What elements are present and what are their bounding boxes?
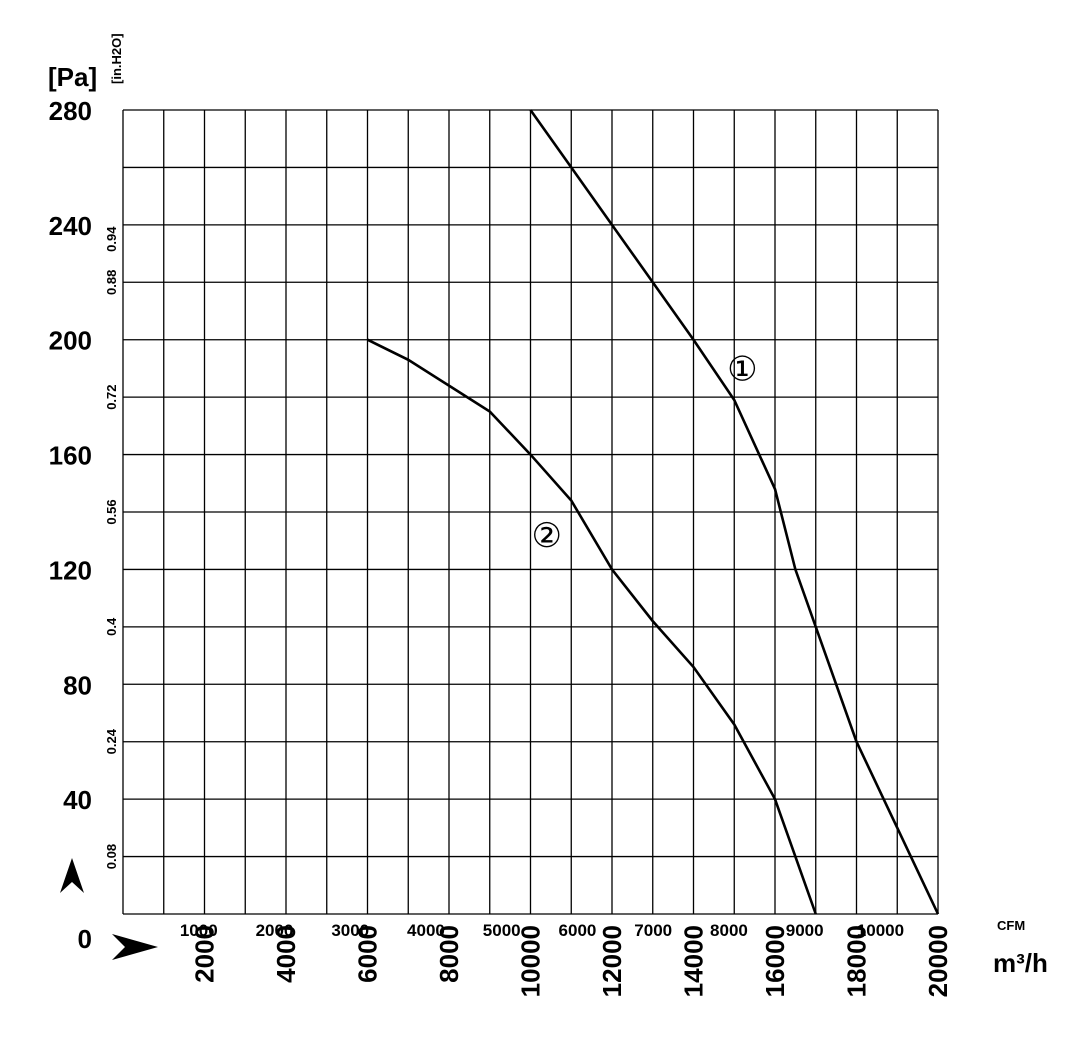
curve [529, 109, 940, 915]
x2-tick-label: 2000 [256, 921, 294, 940]
x2-tick-label: 5000 [483, 921, 521, 940]
y2-tick-label: 0.94 [104, 226, 119, 252]
x-tick-label: 8000 [434, 925, 464, 983]
x-axis-label: m³/h [993, 948, 1048, 978]
x-tick-label: 18000 [842, 925, 872, 997]
y-tick-label: 40 [63, 785, 92, 815]
x-tick-label: 4000 [271, 925, 301, 983]
y-axis-label: [Pa] [48, 62, 97, 92]
x2-axis-label: CFM [997, 918, 1025, 933]
curve-label: ① [727, 349, 757, 389]
y-tick-label: 280 [49, 96, 92, 126]
y-tick-label: 80 [63, 670, 92, 700]
y2-tick-label: 0.56 [104, 499, 119, 524]
y2-tick-label: 0.08 [104, 844, 119, 869]
curve-label: ② [532, 516, 562, 556]
curve [366, 338, 817, 915]
x2-tick-label: 3000 [331, 921, 369, 940]
x2-tick-label: 7000 [634, 921, 672, 940]
y-tick-label: 240 [49, 211, 92, 241]
x-tick-label: 2000 [190, 925, 220, 983]
x2-tick-label: 4000 [407, 921, 445, 940]
x-tick-label: 14000 [679, 925, 709, 997]
x-tick-label: 10000 [516, 925, 546, 997]
x-tick-label: 6000 [353, 925, 383, 983]
x-tick-label: 16000 [760, 925, 790, 997]
y2-tick-label: 0.88 [104, 270, 119, 295]
y-tick-label: 200 [49, 326, 92, 356]
x2-tick-label: 6000 [559, 921, 597, 940]
x-arrow [112, 934, 158, 960]
x-tick-label: 12000 [597, 925, 627, 997]
y2-axis-label: [in.H2O] [109, 33, 124, 84]
x2-tick-label: 1000 [180, 921, 218, 940]
y-tick-label: 160 [49, 441, 92, 471]
x2-tick-label: 10000 [857, 921, 904, 940]
y-arrow [60, 858, 84, 893]
x2-tick-label: 8000 [710, 921, 748, 940]
y2-tick-label: 0.4 [104, 617, 119, 636]
y2-tick-label: 0.72 [104, 384, 119, 409]
x2-tick-label: 9000 [786, 921, 824, 940]
y-tick-label: 120 [49, 555, 92, 585]
y2-tick-label: 0.24 [104, 728, 119, 754]
y-tick-label: 0 [78, 924, 92, 954]
x-tick-label: 20000 [923, 925, 953, 997]
